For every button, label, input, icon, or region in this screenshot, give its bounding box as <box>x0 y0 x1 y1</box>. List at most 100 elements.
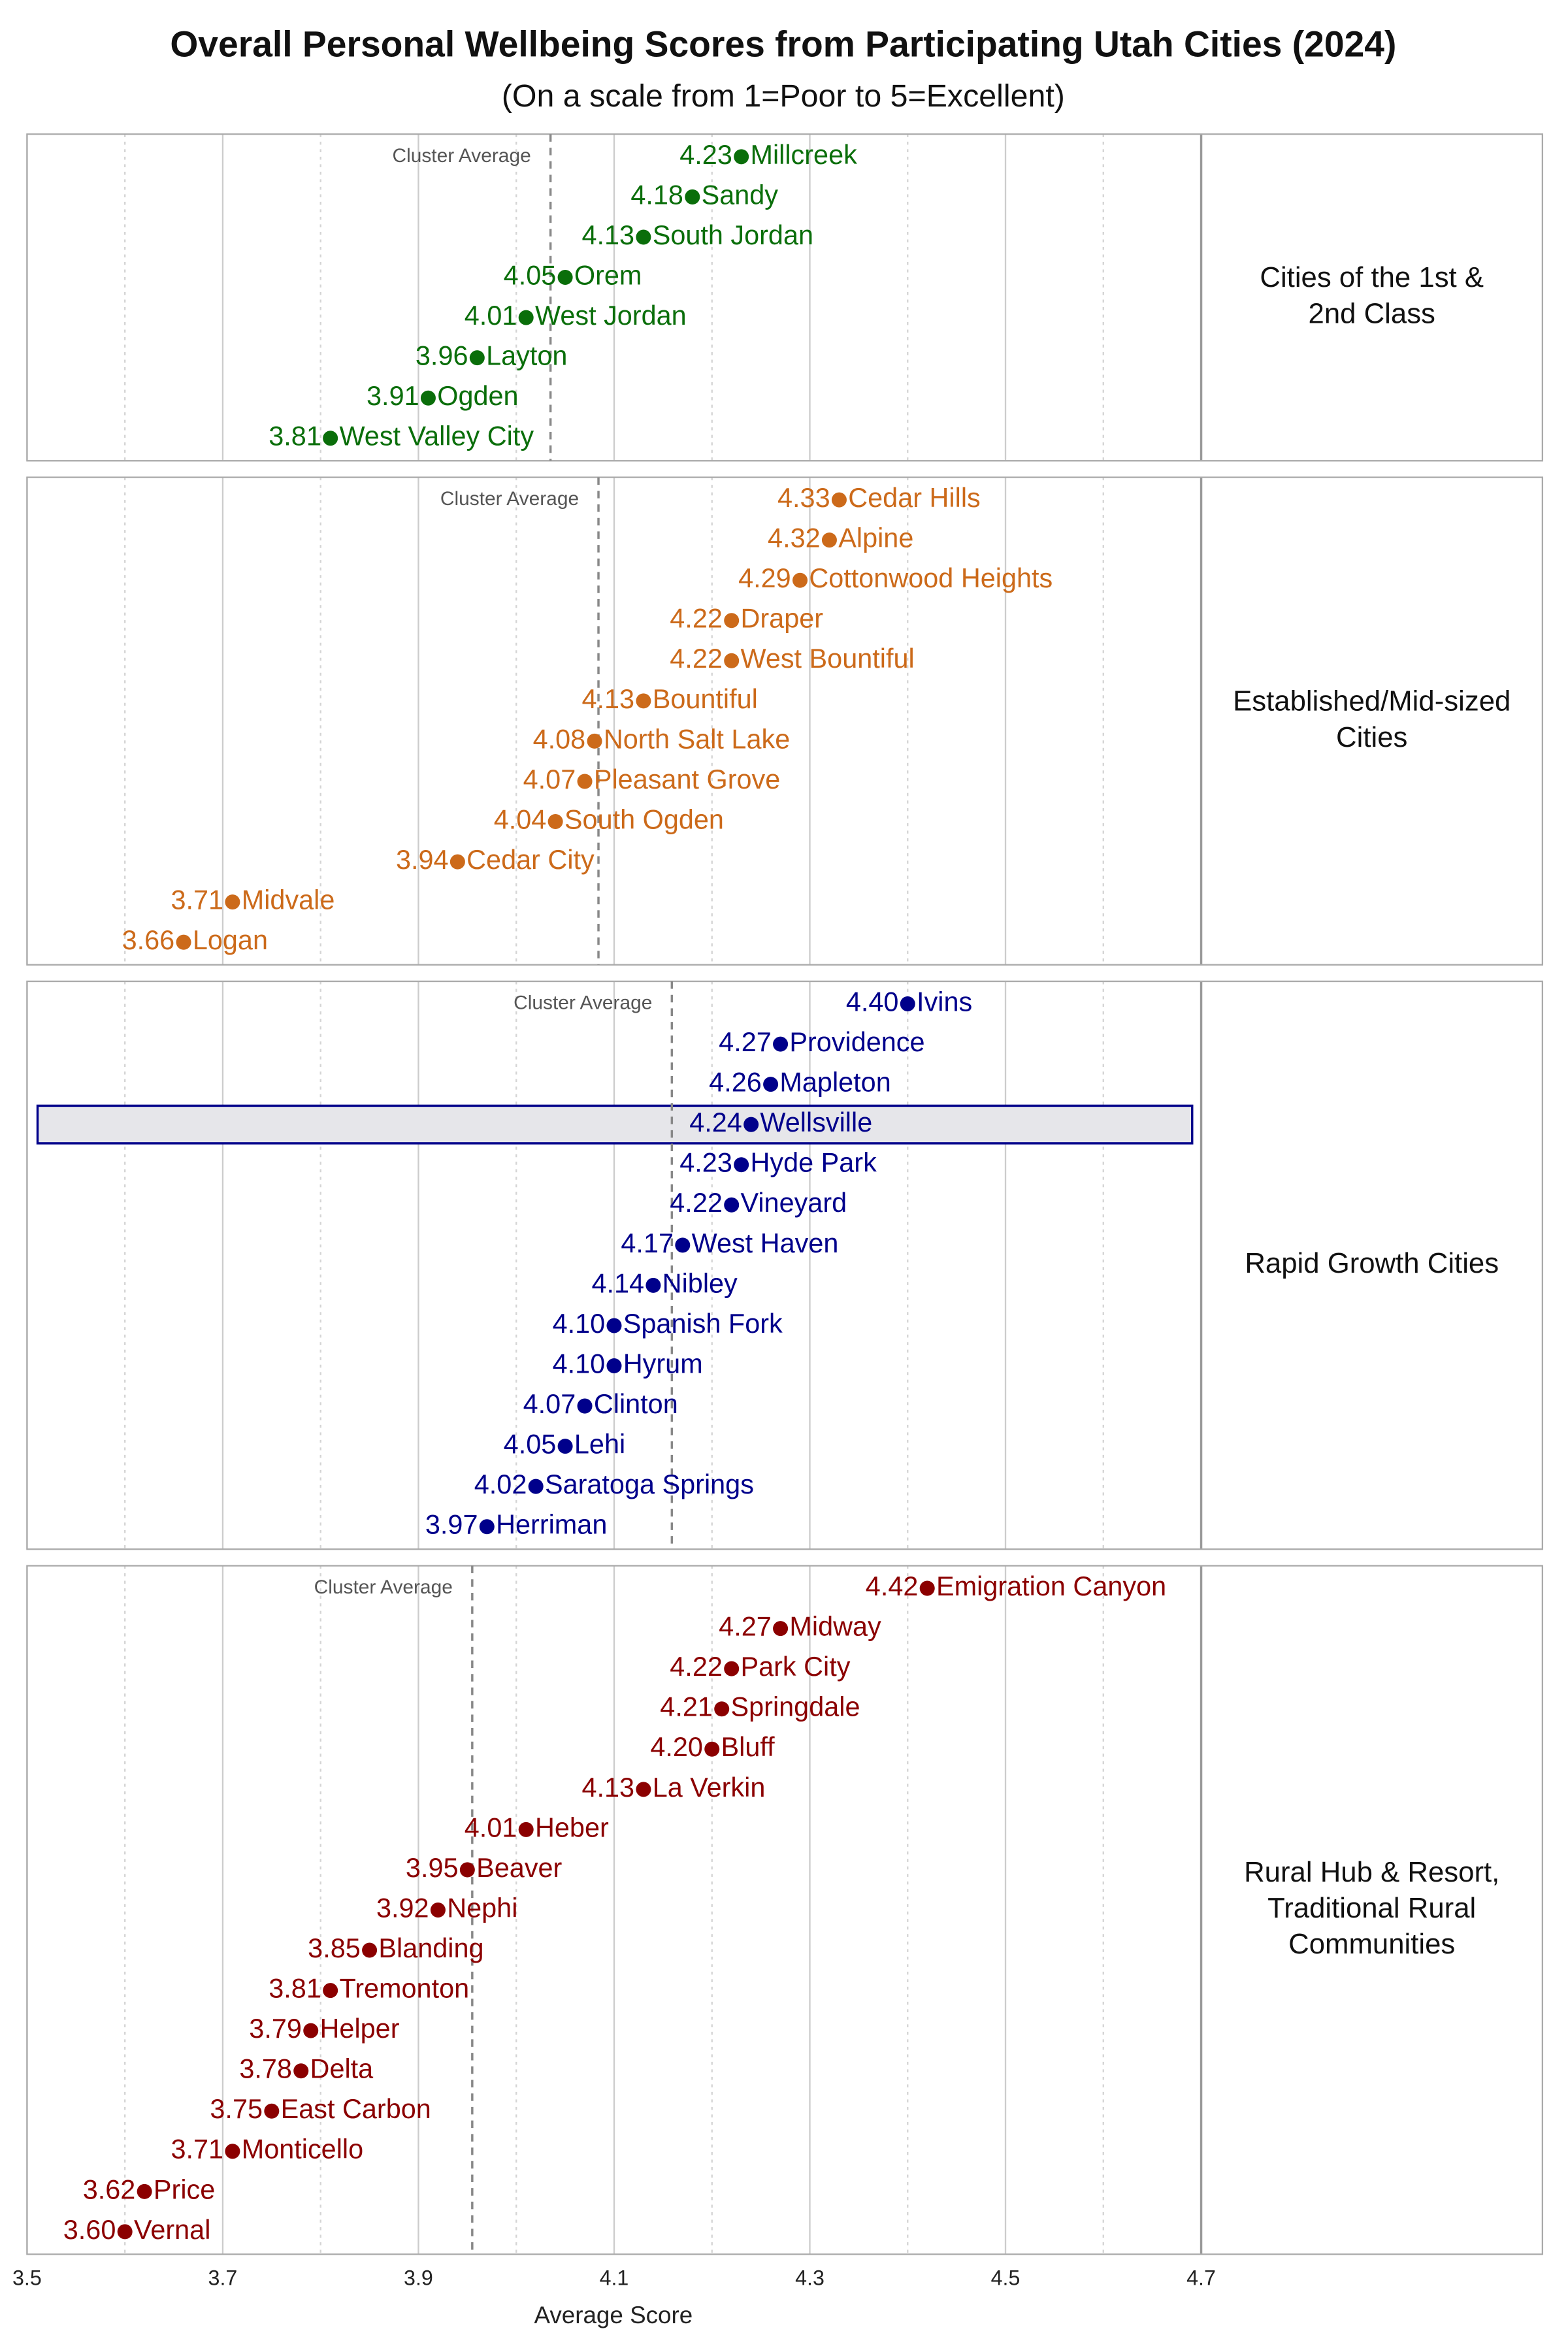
city-label: Millcreek <box>750 140 857 170</box>
city-label: Wellsville <box>760 1107 872 1137</box>
chart-title: Overall Personal Wellbeing Scores from P… <box>170 24 1396 65</box>
cluster-average-label: Cluster Average <box>514 992 652 1013</box>
city-label: Providence <box>789 1027 924 1057</box>
city-label: East Carbon <box>281 2094 431 2124</box>
value-label: 4.22 <box>670 1652 723 1682</box>
value-label: 4.01 <box>465 1812 517 1842</box>
cluster-average-label: Cluster Average <box>392 145 531 167</box>
dot <box>685 189 700 204</box>
value-label: 4.18 <box>630 180 683 210</box>
dot <box>137 2183 152 2199</box>
city-label: Pleasant Grove <box>594 764 780 794</box>
city-label: Bluff <box>721 1732 776 1762</box>
x-tick-label: 4.3 <box>795 2266 825 2289</box>
dot <box>821 532 837 548</box>
panel-label: 2nd Class <box>1309 297 1435 329</box>
panel-frame <box>26 1565 1544 2255</box>
city-label: South Jordan <box>653 220 813 250</box>
value-label: 3.94 <box>396 845 449 875</box>
city-label: Ogden <box>437 381 518 411</box>
value-label: 4.42 <box>866 1571 919 1601</box>
city-label: Spanish Fork <box>623 1309 783 1339</box>
x-axis-label: Average Score <box>534 2302 693 2328</box>
dot <box>323 431 338 446</box>
dot <box>606 1358 622 1374</box>
city-label: La Verkin <box>653 1772 766 1803</box>
city-label: Lehi <box>574 1429 625 1460</box>
dot <box>900 996 915 1012</box>
panel-label: Cities <box>1336 721 1407 753</box>
value-label: 3.81 <box>269 421 321 451</box>
city-label: Mapleton <box>779 1068 890 1098</box>
city-label: Saratoga Springs <box>545 1469 754 1499</box>
city-label: Clinton <box>594 1389 678 1419</box>
value-label: 4.17 <box>621 1228 674 1258</box>
cluster-average-label: Cluster Average <box>440 488 579 510</box>
value-label: 3.71 <box>171 885 224 915</box>
value-label: 4.10 <box>553 1309 606 1339</box>
dot <box>518 310 534 325</box>
value-label: 4.05 <box>504 260 557 290</box>
panel-label: Established/Mid-sized <box>1233 685 1511 717</box>
x-tick-label: 3.7 <box>208 2266 238 2289</box>
dot <box>919 1580 935 1596</box>
value-label: 4.27 <box>719 1612 772 1642</box>
value-label: 4.22 <box>670 644 723 674</box>
value-label: 3.60 <box>63 2215 116 2245</box>
value-label: 4.33 <box>777 483 830 513</box>
value-label: 3.66 <box>122 925 175 955</box>
dot <box>743 1117 759 1132</box>
city-label: Emigration Canyon <box>936 1571 1166 1601</box>
value-label: 4.13 <box>582 1772 635 1803</box>
city-label: Draper <box>740 604 823 634</box>
city-label: South Ogden <box>564 804 724 834</box>
dot <box>577 1398 593 1414</box>
dot <box>773 1036 789 1052</box>
panel-label: Communities <box>1288 1928 1455 1960</box>
value-label: 4.04 <box>494 804 547 834</box>
dot <box>303 2023 319 2038</box>
dot <box>645 1277 661 1293</box>
dot <box>362 1942 378 1958</box>
dot <box>704 1741 720 1757</box>
city-label: Bountiful <box>653 684 758 714</box>
x-tick-label: 3.9 <box>404 2266 433 2289</box>
dot <box>636 229 651 245</box>
dot <box>714 1701 730 1717</box>
value-label: 4.14 <box>591 1268 644 1298</box>
value-label: 4.07 <box>523 1389 576 1419</box>
dot <box>724 1661 740 1676</box>
dot <box>557 1439 573 1454</box>
value-label: 4.01 <box>465 301 517 331</box>
panel-label: Traditional Rural <box>1267 1892 1476 1924</box>
value-label: 4.07 <box>523 764 576 794</box>
value-label: 4.20 <box>650 1732 703 1762</box>
city-label: Beaver <box>476 1853 562 1883</box>
x-tick-label: 4.7 <box>1186 2266 1216 2289</box>
city-label: Cedar City <box>466 845 595 875</box>
dot <box>449 854 465 870</box>
value-label: 4.24 <box>689 1107 742 1137</box>
panel-label: Rural Hub & Resort, <box>1244 1856 1499 1888</box>
value-label: 3.96 <box>416 341 468 371</box>
city-label: Hyrum <box>623 1348 703 1379</box>
x-tick-label: 3.5 <box>12 2266 42 2289</box>
dot <box>479 1519 495 1535</box>
city-label: Ivins <box>917 987 972 1017</box>
dot <box>773 1621 789 1637</box>
dot <box>636 693 651 709</box>
city-label: Orem <box>574 260 642 290</box>
value-label: 3.97 <box>425 1510 478 1540</box>
city-label: Sandy <box>702 180 779 210</box>
city-label: Vernal <box>134 2215 210 2245</box>
dot <box>469 350 485 366</box>
dot <box>606 1318 622 1333</box>
value-label: 4.22 <box>670 604 723 634</box>
dot <box>763 1077 779 1092</box>
dot <box>264 2103 280 2119</box>
value-label: 4.40 <box>846 987 899 1017</box>
dot <box>577 774 593 789</box>
dot <box>225 894 240 910</box>
city-label: West Bountiful <box>740 644 914 674</box>
